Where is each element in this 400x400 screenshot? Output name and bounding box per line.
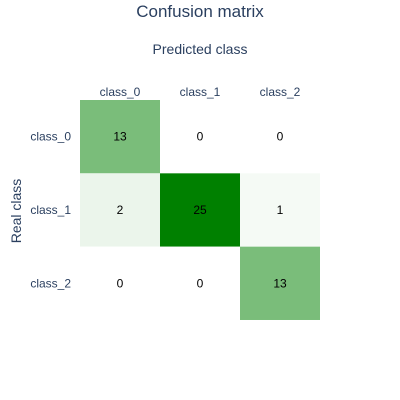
heatmap-cell-1-1 — [160, 173, 240, 247]
cell-value-label: 0 — [197, 130, 204, 144]
cell-value-label: 0 — [197, 276, 204, 290]
y-tick-label: class_2 — [30, 276, 71, 290]
x-tick-labels: class_0 class_1 class_2 — [100, 85, 301, 99]
cell-value-label: 13 — [273, 276, 287, 290]
heatmap-cell-2-0 — [80, 246, 160, 320]
y-tick-label: class_1 — [30, 203, 71, 217]
cell-value-label: 0 — [117, 276, 124, 290]
x-tick-label: class_1 — [180, 85, 221, 99]
y-tick-labels: class_0 class_1 class_2 — [30, 130, 71, 291]
heatmap-cell-0-1 — [160, 100, 240, 174]
x-tick-label: class_2 — [260, 85, 301, 99]
heatmap-cell-2-2 — [240, 246, 320, 320]
heatmap-cell-1-0 — [80, 173, 160, 247]
cell-value-label: 0 — [277, 130, 284, 144]
heatmap-cells — [80, 100, 320, 320]
y-tick-label: class_0 — [30, 130, 71, 144]
x-tick-label: class_0 — [100, 85, 141, 99]
heatmap-cell-0-2 — [240, 100, 320, 174]
heatmap-cell-0-0 — [80, 100, 160, 174]
chart-title: Confusion matrix — [136, 2, 264, 21]
cell-value-labels: 13 0 0 2 25 1 0 0 13 — [113, 130, 287, 291]
cell-value-label: 2 — [117, 203, 124, 217]
x-axis-title: Predicted class — [153, 41, 248, 57]
heatmap-cell-1-2 — [240, 173, 320, 247]
heatmap-cell-2-1 — [160, 246, 240, 320]
cell-value-label: 25 — [193, 203, 207, 217]
cell-value-label: 1 — [277, 203, 284, 217]
y-axis-title: Real class — [8, 179, 24, 244]
cell-value-label: 13 — [113, 130, 127, 144]
